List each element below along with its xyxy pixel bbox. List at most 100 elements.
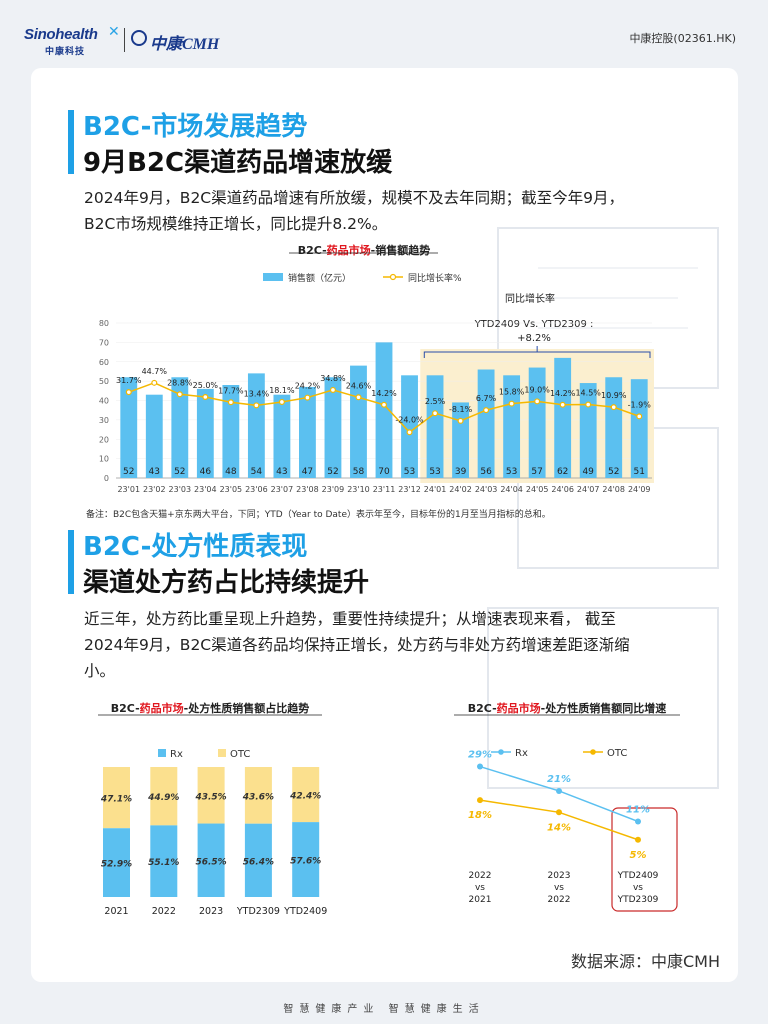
chart1-growth-label: 19.0% (524, 385, 550, 394)
chart1-growth-point (355, 394, 362, 401)
chart2-otc-value-label: 44.9% (147, 793, 179, 803)
chart2-rx-value-label: 56.5% (195, 857, 226, 867)
chart1-xtick-label: 24'05 (526, 485, 549, 494)
chart1-bar (375, 342, 393, 478)
chart2-legend-otc-label: OTC (230, 749, 250, 760)
stock-ticker: 中康控股(02361.HK) (629, 32, 736, 45)
chart1-xtick-label: 24'08 (602, 485, 625, 494)
chart1-bar-value-label: 53 (429, 467, 440, 477)
chart2-rx-segment (103, 828, 130, 897)
chart3-otc-point (556, 809, 562, 816)
chart1-ytick-label: 80 (99, 319, 109, 328)
chart2-otc-segment (244, 767, 272, 824)
chart1-bar-value-label: 52 (174, 467, 185, 477)
chart1-growth-point (202, 394, 209, 401)
chart2-xtick-label: 2022 (152, 906, 176, 917)
chart1-bar-value-label: 52 (123, 467, 134, 477)
section1-subtitle: 9月B2C渠道药品增速放缓 (83, 148, 393, 178)
chart1-ytick-label: 20 (99, 435, 109, 444)
chart1-bar-value-label: 57 (531, 467, 542, 477)
chart-note: 备注：B2C包含天猫+京东两大平台，下同；YTD（Year to Date）表示… (86, 510, 551, 520)
chart3-otc-value-label: 18% (468, 810, 492, 821)
chart1-bar (401, 375, 418, 478)
chart1-growth-point (125, 389, 132, 396)
chart3-ytd-highlight-box (611, 807, 678, 912)
cmh-logo-icon (131, 30, 147, 46)
chart1-growth-label: 10.9% (601, 391, 627, 400)
chart2-xtick-label: YTD2309 (236, 906, 280, 917)
chart2-otc-segment (150, 767, 178, 826)
chart1-xtick-label: 23'06 (245, 485, 268, 494)
chart1-bar (299, 386, 316, 478)
chart1-bar (196, 388, 214, 478)
chart1-xtick-label: 23'08 (296, 485, 319, 494)
chart1-bar (426, 375, 444, 478)
cmh-logo: 中康CMH (150, 36, 220, 53)
chart1-bar-value-label: 53 (506, 467, 517, 477)
chart1-ytick-label: 0 (104, 474, 109, 483)
chart1-growth-point (278, 398, 285, 405)
chart3-otc-value-label: 14% (547, 822, 571, 833)
chart1-xtick-label: 24'07 (577, 485, 600, 494)
chart1-title: B2C-药品市场-销售额趋势 (298, 243, 431, 257)
chart1-xtick-label: 24'01 (424, 485, 447, 494)
chart3-legend-otc-label: OTC (607, 748, 627, 759)
chart2-otc-value-label: 47.1% (100, 795, 132, 805)
chart3-xtick-label: 2022 (548, 895, 571, 905)
chart1-growth-label: 28.8% (167, 378, 193, 387)
chart1-xtick-label: 23'02 (143, 485, 166, 494)
chart2-otc-segment (292, 767, 320, 823)
chart1-growth-label: 14.2% (550, 389, 576, 398)
chart1-bar-value-label: 70 (378, 467, 390, 477)
chart1-growth-point (304, 394, 311, 401)
chart1-xtick-label: 24'04 (500, 485, 523, 494)
chart1-bar (222, 385, 240, 478)
chart3-xtick-label: vs (554, 883, 564, 893)
chart1-growth-point (406, 429, 413, 436)
chart1-legend-line-label: 同比增长率% (408, 272, 462, 284)
chart1-legend-bar-label: 销售额（亿元） (288, 272, 351, 284)
chart1-annotation-title: 同比增长率 (505, 292, 555, 305)
section2-accent-bar (68, 530, 74, 594)
chart1-growth-label: 2.5% (425, 397, 446, 406)
chart1-growth-point (610, 404, 617, 411)
chart1-bar (171, 377, 189, 478)
chart1-growth-point (534, 398, 541, 405)
chart1-xtick-label: 23'12 (398, 485, 421, 494)
chart1-bar (503, 375, 521, 478)
chart1-growth-point (636, 413, 643, 420)
section1-paragraph-line1: 2024年9月，B2C渠道药品增速有所放缓，规模不及去年同期；截至今年9月， (84, 189, 624, 207)
chart1-bar (554, 357, 572, 478)
logo-divider (124, 28, 125, 52)
chart2-rx-value-label: 57.6% (290, 857, 321, 867)
chart1-bar-value-label: 46 (200, 467, 212, 477)
chart1-xtick-label: 23'07 (271, 485, 294, 494)
chart1-bar-value-label: 51 (634, 467, 645, 477)
chart2-rx-segment (244, 823, 272, 897)
chart1-growth-point (253, 402, 260, 409)
chart1-growth-label: 18.1% (269, 386, 295, 395)
chart1-bar (120, 377, 138, 478)
chart2-rx-value-label: 55.1% (148, 858, 179, 868)
chart1-growth-label: 14.5% (575, 389, 601, 398)
chart1-bar-value-label: 52 (608, 467, 619, 477)
chart1-growth-label: -8.1% (449, 405, 473, 414)
chart3-rx-point (635, 818, 641, 825)
chart1-ytd-bracket (423, 346, 651, 358)
chart2-rx-segment (197, 823, 225, 897)
chart1-ytick-label: 40 (99, 397, 109, 406)
footer-slogan: 智慧健康产业 智慧健康生活 (283, 1004, 485, 1015)
chart1-xtick-label: 23'05 (220, 485, 243, 494)
chart2-rx-value-label: 52.9% (101, 860, 132, 870)
chart1-growth-point (457, 417, 464, 424)
chart1-xtick-label: 23'04 (194, 485, 217, 494)
chart1-growth-point (329, 386, 336, 393)
chart1-annotation-line1: YTD2409 Vs. YTD2309 : (474, 319, 594, 330)
section2-paragraph: 近三年，处方药比重呈现上升趋势，重要性持续提升；从增速表现来看， 截至 2024… (84, 606, 704, 684)
chart2-xtick-label: 2021 (104, 906, 128, 917)
chart1-bar (452, 402, 469, 478)
chart1-growth-point (508, 400, 515, 407)
chart1-growth-label: 14.2% (371, 389, 397, 398)
chart3-legend-rx-label: Rx (515, 748, 528, 759)
section2-paragraph-line1: 近三年，处方药比重呈现上升趋势，重要性持续提升；从增速表现来看， 截至 (84, 610, 616, 628)
